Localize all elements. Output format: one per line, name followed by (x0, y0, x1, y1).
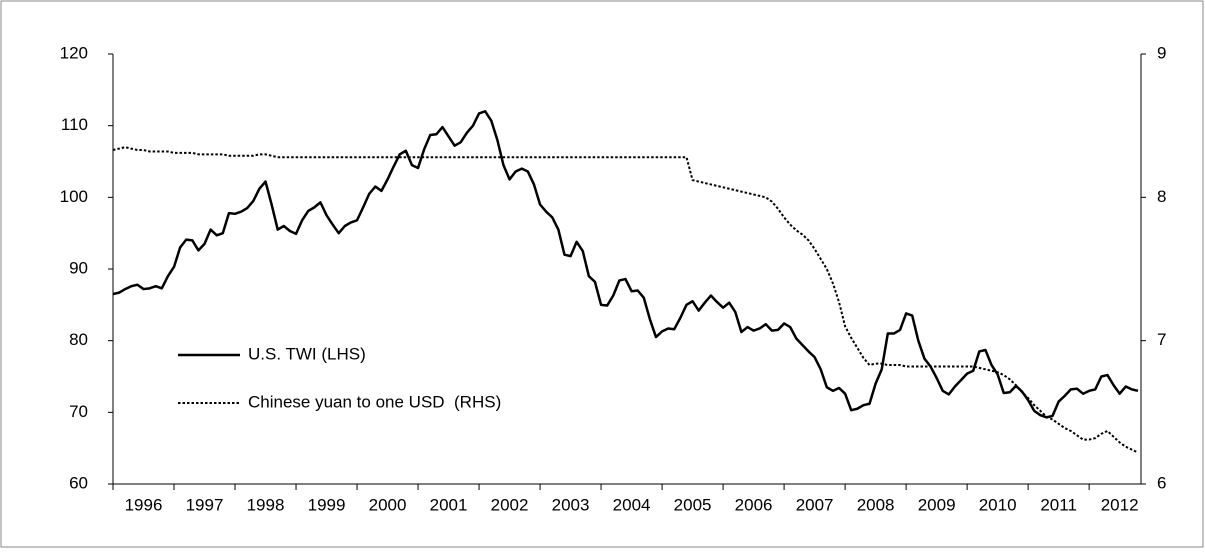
x-tick-label: 2000 (369, 495, 407, 514)
x-tick-label: 2003 (552, 495, 590, 514)
x-tick-label: 2001 (430, 495, 468, 514)
x-tick-label: 2012 (1101, 495, 1139, 514)
y-tick-label: 120 (60, 43, 88, 62)
x-tick-label: 2006 (735, 495, 773, 514)
y2-tick-label: 9 (1157, 43, 1166, 62)
x-tick-label: 2004 (613, 495, 651, 514)
series-line (112, 110, 1139, 419)
x-tick-label: 2008 (857, 495, 895, 514)
y-tick-label: 70 (69, 402, 88, 421)
x-tick-label: 1998 (247, 495, 285, 514)
legend-label: Chinese yuan to one USD (RHS) (248, 392, 501, 411)
y-tick-label: 110 (61, 115, 88, 134)
y-tick-label: 100 (60, 187, 88, 206)
x-tick-label: 2005 (674, 495, 712, 514)
x-tick-label: 1999 (308, 495, 346, 514)
x-tick-label: 2010 (979, 495, 1017, 514)
legend-label: U.S. TWI (LHS) (248, 344, 366, 363)
x-tick-label: 2002 (491, 495, 529, 514)
x-tick-label: 1997 (186, 495, 224, 514)
x-tick-label: 2011 (1040, 495, 1077, 514)
y2-tick-label: 7 (1157, 330, 1166, 349)
y-tick-label: 90 (69, 258, 88, 277)
series-line (112, 146, 1139, 454)
x-tick-label: 1996 (125, 495, 163, 514)
x-tick-label: 2009 (918, 495, 956, 514)
y-tick-label: 60 (69, 473, 88, 492)
x-tick-label: 2007 (796, 495, 834, 514)
y-tick-label: 80 (69, 330, 88, 349)
y2-tick-label: 8 (1157, 187, 1166, 206)
y2-tick-label: 6 (1157, 473, 1166, 492)
